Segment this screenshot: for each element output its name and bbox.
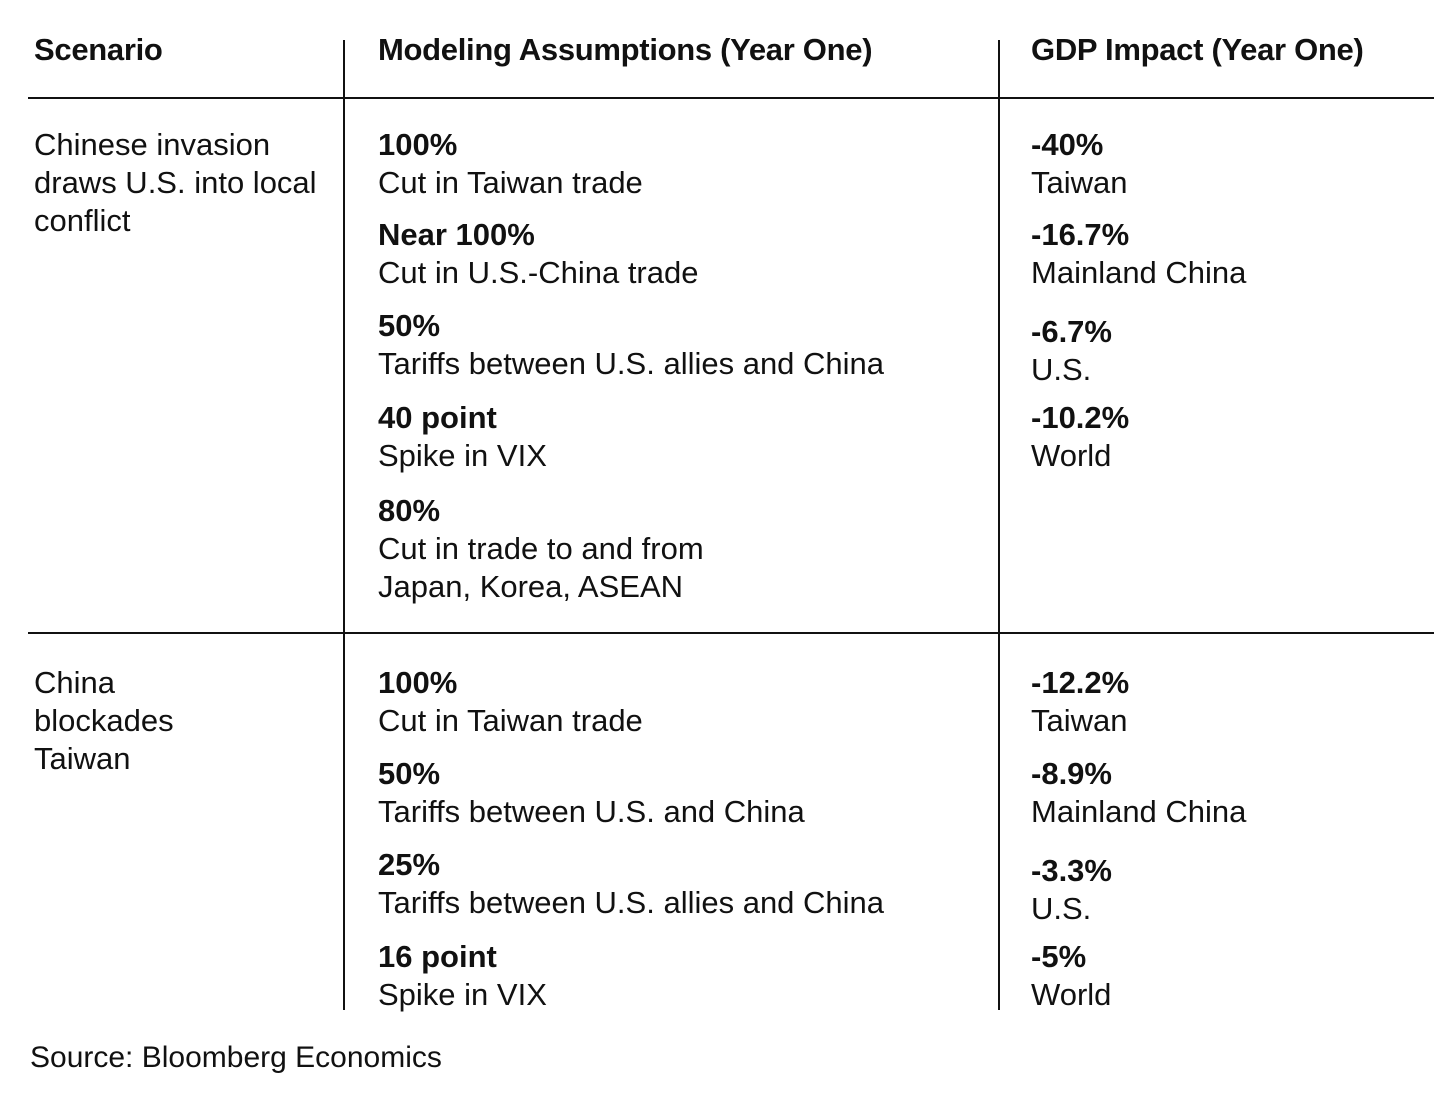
impact-label: World <box>1031 438 1112 473</box>
assumption-value: 100% <box>378 127 458 162</box>
assumption-label: Cut in Taiwan trade <box>378 703 643 738</box>
assumption-item: 40 point Spike in VIX <box>378 399 547 475</box>
assumption-label: Cut in U.S.-China trade <box>378 255 699 290</box>
impact-item: -3.3% U.S. <box>1031 852 1112 928</box>
assumption-label: Cut in Taiwan trade <box>378 165 643 200</box>
assumption-value: 50% <box>378 308 441 343</box>
impact-label: Mainland China <box>1031 255 1247 290</box>
assumption-value: 100% <box>378 665 458 700</box>
impact-label: U.S. <box>1031 891 1092 926</box>
assumption-value: 50% <box>378 756 441 791</box>
assumption-item: 50% Tariffs between U.S. and China <box>378 755 805 831</box>
impact-value: -12.2% <box>1031 665 1130 700</box>
impact-value: -40% <box>1031 127 1104 162</box>
assumption-item: 25% Tariffs between U.S. allies and Chin… <box>378 846 884 922</box>
row-rule <box>28 632 1434 634</box>
assumption-item: 100% Cut in Taiwan trade <box>378 126 643 202</box>
impact-item: -40% Taiwan <box>1031 126 1128 202</box>
assumption-value: 40 point <box>378 400 497 435</box>
assumption-value: 80% <box>378 493 441 528</box>
assumption-value: Near 100% <box>378 217 535 252</box>
impact-item: -6.7% U.S. <box>1031 313 1112 389</box>
impact-item: -12.2% Taiwan <box>1031 664 1129 740</box>
assumption-item: 16 point Spike in VIX <box>378 938 547 1014</box>
impact-value: -10.2% <box>1031 400 1130 435</box>
impact-item: -8.9% Mainland China <box>1031 755 1246 831</box>
column-divider <box>343 40 345 1010</box>
impact-item: -10.2% World <box>1031 399 1129 475</box>
scenario-cell: Chinese invasion draws U.S. into local c… <box>34 127 317 238</box>
assumption-item: 50% Tariffs between U.S. allies and Chin… <box>378 307 884 383</box>
impact-item: -16.7% Mainland China <box>1031 216 1246 292</box>
impact-label: Taiwan <box>1031 703 1128 738</box>
assumption-label: Tariffs between U.S. and China <box>378 794 805 829</box>
impact-item: -5% World <box>1031 938 1111 1014</box>
impact-value: -16.7% <box>1031 217 1130 252</box>
impact-value: -6.7% <box>1031 314 1112 349</box>
assumption-label: Tariffs between U.S. allies and China <box>378 885 885 920</box>
scenario-cell: China blockades Taiwan <box>34 665 174 776</box>
assumption-item: 80% Cut in trade to and from Japan, Kore… <box>378 492 704 606</box>
impact-value: -3.3% <box>1031 853 1112 888</box>
header-scenario: Scenario <box>34 32 163 67</box>
assumption-value: 25% <box>378 847 441 882</box>
impact-label: Mainland China <box>1031 794 1247 829</box>
header-rule <box>28 97 1434 99</box>
impact-value: -5% <box>1031 939 1087 974</box>
header-gdp-impact: GDP Impact (Year One) <box>1031 32 1364 67</box>
header-modeling-assumptions: Modeling Assumptions (Year One) <box>378 32 873 67</box>
assumption-label: Spike in VIX <box>378 977 547 1012</box>
assumption-label: Spike in VIX <box>378 438 547 473</box>
assumption-value: 16 point <box>378 939 497 974</box>
assumption-item: Near 100% Cut in U.S.-China trade <box>378 216 698 292</box>
assumption-label: Cut in trade to and from Japan, Korea, A… <box>378 531 704 604</box>
assumption-item: 100% Cut in Taiwan trade <box>378 664 643 740</box>
assumption-label: Tariffs between U.S. allies and China <box>378 346 885 381</box>
impact-value: -8.9% <box>1031 756 1112 791</box>
impact-label: World <box>1031 977 1112 1012</box>
source-note: Source: Bloomberg Economics <box>30 1041 442 1074</box>
impact-label: U.S. <box>1031 352 1092 387</box>
impact-label: Taiwan <box>1031 165 1128 200</box>
column-divider <box>998 40 1000 1010</box>
